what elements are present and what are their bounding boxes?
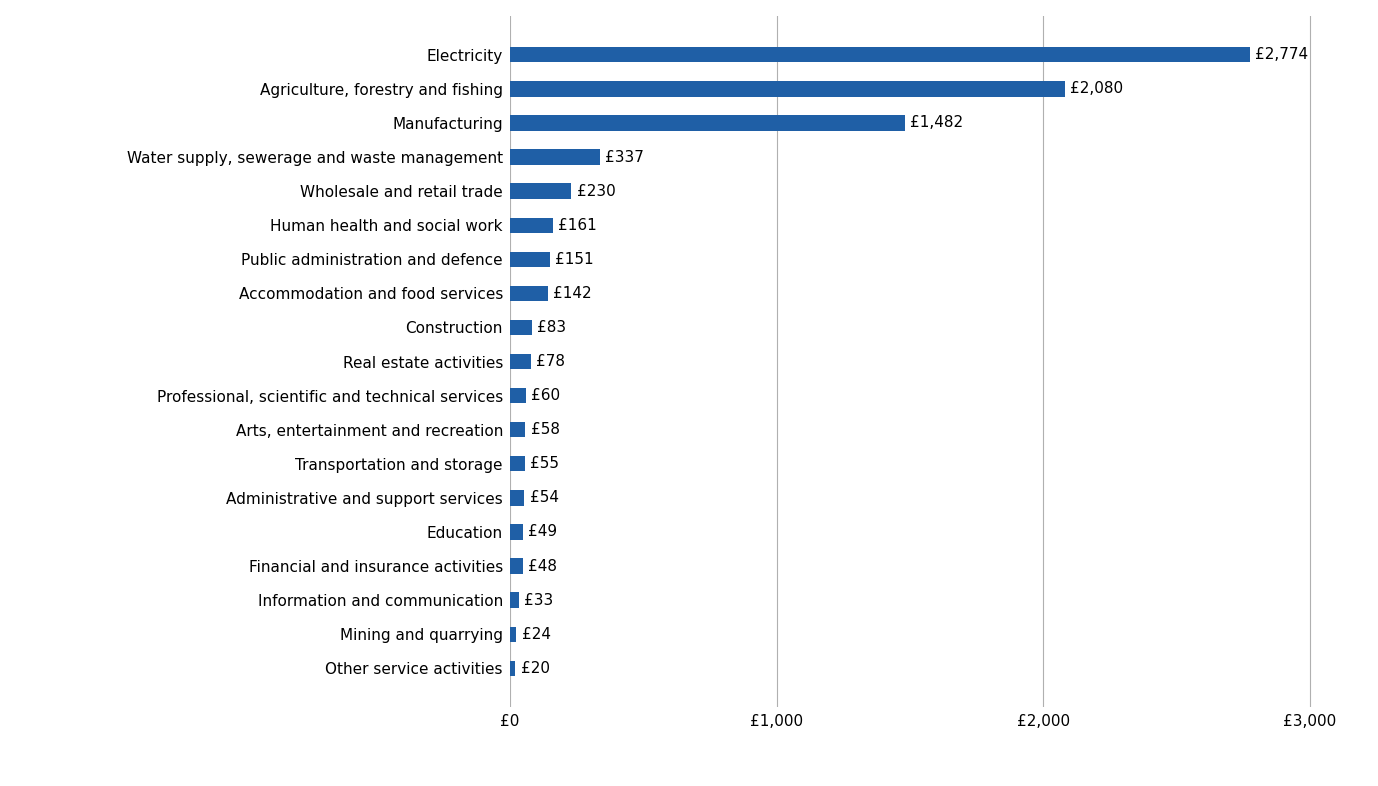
Text: £24: £24 (522, 626, 551, 641)
Text: £161: £161 (558, 218, 597, 233)
Text: £48: £48 (528, 559, 557, 574)
Bar (510, 183, 572, 199)
Bar (510, 660, 515, 676)
Text: £230: £230 (576, 184, 616, 199)
Bar (510, 593, 518, 608)
Bar (510, 354, 531, 369)
Text: £1,482: £1,482 (911, 116, 963, 130)
Bar (510, 524, 522, 540)
Text: £49: £49 (528, 524, 557, 539)
Text: £33: £33 (524, 593, 553, 608)
Text: £78: £78 (536, 354, 565, 369)
Bar (510, 286, 547, 301)
Bar (510, 81, 1065, 97)
Text: £55: £55 (531, 457, 559, 472)
Bar (510, 456, 525, 472)
Text: £60: £60 (531, 388, 561, 403)
Text: £58: £58 (531, 422, 559, 437)
Bar (510, 218, 553, 233)
Bar (510, 320, 532, 335)
Text: £2,080: £2,080 (1069, 82, 1123, 97)
Text: £142: £142 (553, 286, 591, 301)
Text: £83: £83 (537, 320, 566, 335)
Bar (510, 558, 522, 574)
Bar (510, 490, 524, 505)
Bar (510, 422, 525, 437)
Bar (510, 252, 550, 267)
Text: £54: £54 (529, 490, 558, 505)
Bar (510, 149, 599, 165)
Text: £20: £20 (521, 661, 550, 676)
Text: £2,774: £2,774 (1255, 47, 1308, 62)
Bar (510, 388, 526, 403)
Bar (510, 47, 1250, 63)
Bar (510, 116, 905, 130)
Text: £151: £151 (555, 252, 594, 266)
Text: £337: £337 (605, 149, 644, 164)
Bar (510, 626, 517, 642)
